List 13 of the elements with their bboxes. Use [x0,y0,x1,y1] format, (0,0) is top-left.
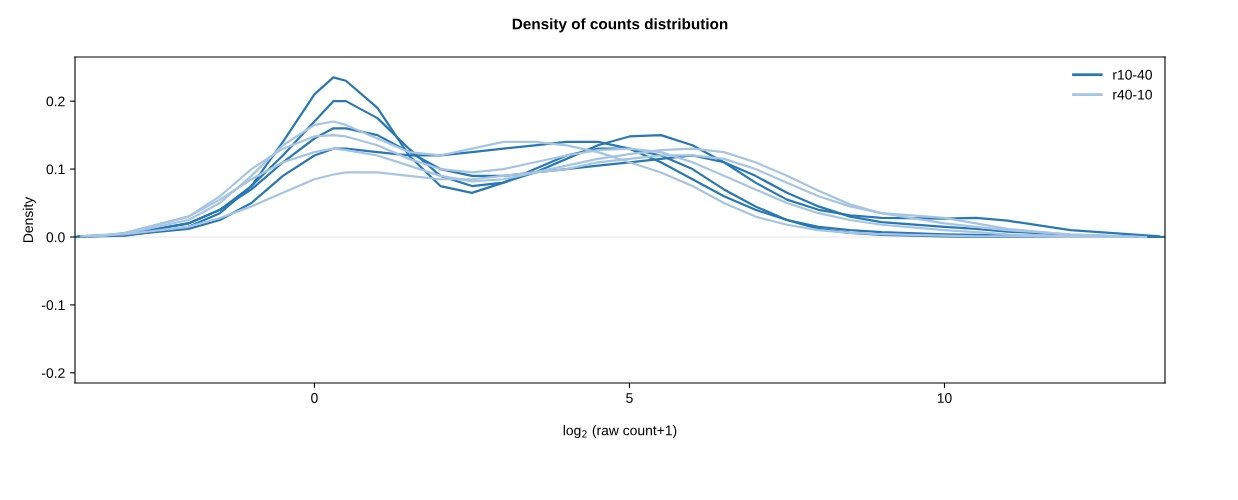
legend-label: r40-10 [1113,89,1152,100]
y-tick-label: 0.0 [46,232,65,243]
x-axis-title: log$_{2}$ (raw count+1) [563,425,677,439]
y-tick-label: -0.1 [41,300,65,311]
x-tick-label: 0 [311,393,318,403]
legend-label: r10-40 [1113,69,1152,80]
x-tick-label: 10 [937,393,952,403]
x-tick-label: 5 [626,393,633,403]
y-tick-label: 0.1 [46,164,65,175]
y-tick-label: 0.2 [46,96,65,107]
y-axis-title: Density [22,196,36,243]
chart-title: Density of counts distribution [512,18,728,33]
y-tick-label: -0.2 [41,368,65,378]
